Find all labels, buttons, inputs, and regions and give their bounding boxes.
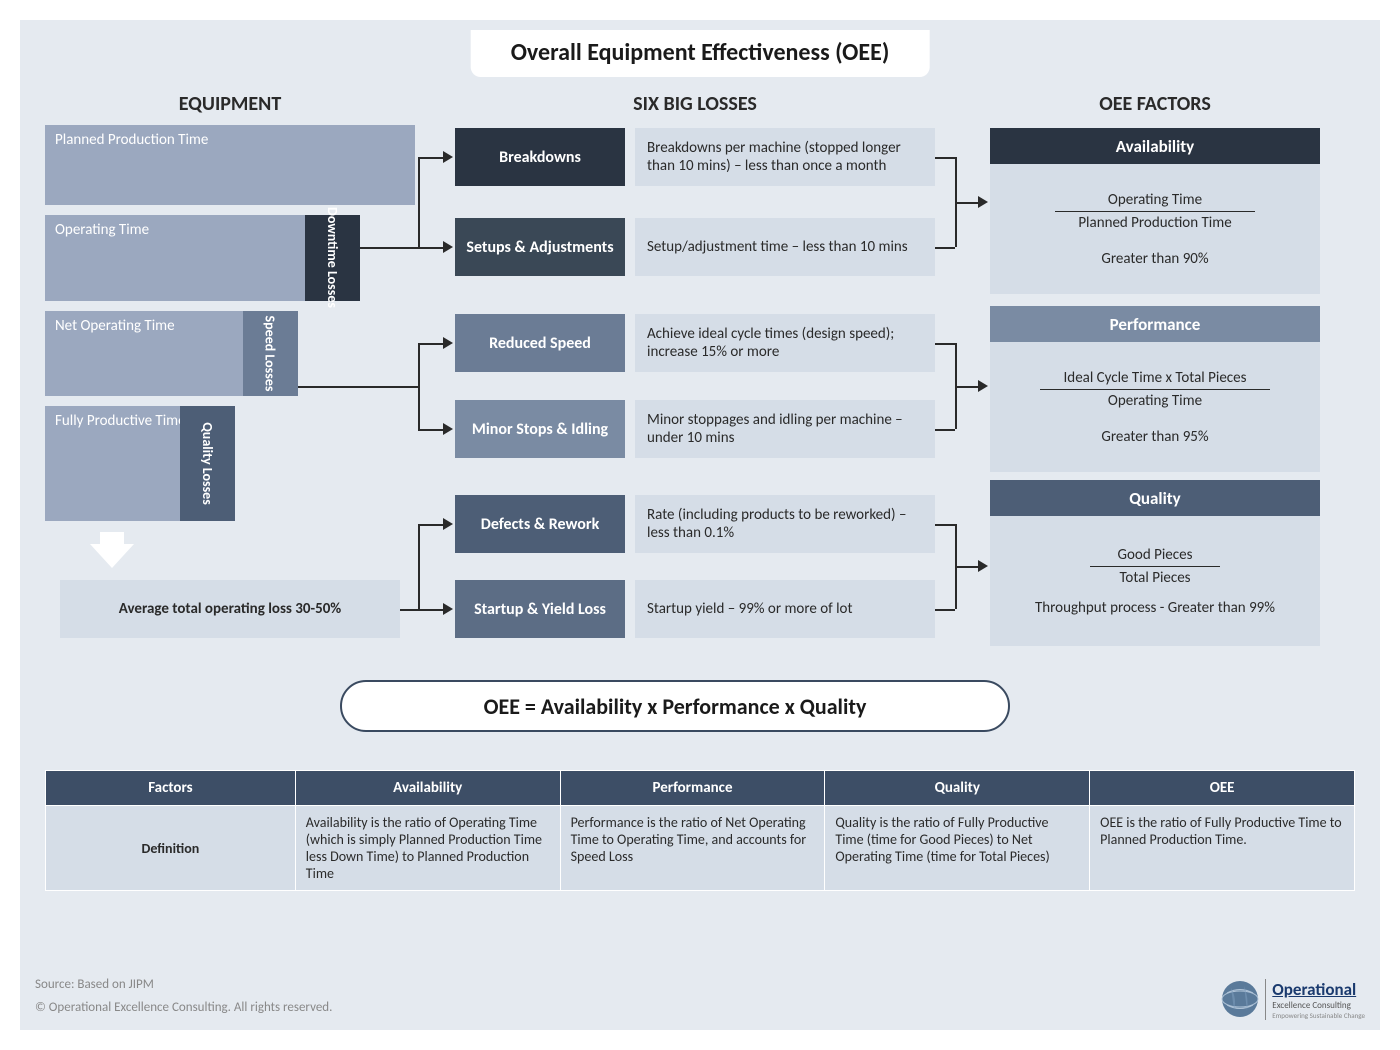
factor-performance-body: Ideal Cycle Time x Total Pieces Operatin… <box>990 342 1320 472</box>
avail-target: Greater than 90% <box>1101 250 1208 268</box>
connector <box>955 566 980 568</box>
loss-startup-desc: Startup yield – 99% or more of lot <box>635 580 935 638</box>
loss-breakdowns: Breakdowns <box>455 128 625 186</box>
loss-startup: Startup & Yield Loss <box>455 580 625 638</box>
loss-minor-stops-desc: Minor stoppages and idling per machine –… <box>635 400 935 458</box>
header-losses: SIX BIG LOSSES <box>455 92 935 116</box>
th-performance: Performance <box>560 771 825 806</box>
td-availability-def: Availability is the ratio of Operating T… <box>295 806 560 891</box>
down-arrow-head-icon <box>90 544 134 568</box>
connector <box>418 343 420 429</box>
qual-target: Throughput process - Greater than 99% <box>1035 599 1275 617</box>
arrow-icon <box>978 380 988 392</box>
th-quality: Quality <box>825 771 1090 806</box>
connector <box>935 157 955 159</box>
loss-defects: Defects & Rework <box>455 495 625 553</box>
td-quality-def: Quality is the ratio of Fully Productive… <box>825 806 1090 891</box>
tag-quality: Quality Losses <box>180 406 235 521</box>
factor-availability-header: Availability <box>990 128 1320 164</box>
divider-line <box>1040 389 1270 390</box>
connector <box>360 247 418 249</box>
loss-setups-desc: Setup/adjustment time – less than 10 min… <box>635 218 935 276</box>
globe-icon <box>1219 978 1261 1020</box>
factor-availability-body: Operating Time Planned Production Time G… <box>990 164 1320 294</box>
connector <box>418 609 445 611</box>
arrow-icon <box>978 560 988 572</box>
avail-denominator: Planned Production Time <box>1078 214 1231 232</box>
avg-loss-box: Average total operating loss 30-50% <box>60 580 400 638</box>
loss-setups: Setups & Adjustments <box>455 218 625 276</box>
connector <box>935 524 955 526</box>
loss-reduced-speed-desc: Achieve ideal cycle times (design speed)… <box>635 314 935 372</box>
connector <box>418 524 445 526</box>
connector <box>418 524 420 609</box>
eq-bar-planned: Planned Production Time <box>45 125 415 205</box>
arrow-icon <box>978 196 988 208</box>
tag-speed: Speed Losses <box>243 311 298 396</box>
arrow-icon <box>443 241 453 253</box>
connector <box>418 247 445 249</box>
connector <box>400 609 418 611</box>
logo-text: Operational <box>1272 979 1365 1000</box>
source-text: Source: Based on JIPM <box>35 977 154 992</box>
loss-minor-stops: Minor Stops & Idling <box>455 400 625 458</box>
th-oee: OEE <box>1090 771 1355 806</box>
loss-breakdowns-desc: Breakdowns per machine (stopped longer t… <box>635 128 935 186</box>
perf-numerator: Ideal Cycle Time x Total Pieces <box>1064 369 1247 387</box>
connector <box>955 386 980 388</box>
header-equipment: EQUIPMENT <box>45 92 415 116</box>
perf-target: Greater than 95% <box>1101 428 1208 446</box>
td-performance-def: Performance is the ratio of Net Operatin… <box>560 806 825 891</box>
connector <box>418 343 445 345</box>
logo: Operational Excellence Consulting Empowe… <box>1219 978 1365 1020</box>
td-oee-def: OEE is the ratio of Fully Productive Tim… <box>1090 806 1355 891</box>
tag-downtime: Downtime Losses <box>305 215 360 301</box>
perf-denominator: Operating Time <box>1108 392 1202 410</box>
logo-tagline: Empowering Sustainable Change <box>1272 1011 1365 1020</box>
arrow-icon <box>443 518 453 530</box>
copyright-text: © Operational Excellence Consulting. All… <box>35 1000 332 1015</box>
table-row: Definition Availability is the ratio of … <box>46 806 1355 891</box>
th-availability: Availability <box>295 771 560 806</box>
td-definition-label: Definition <box>46 806 296 891</box>
loss-defects-desc: Rate (including products to be reworked)… <box>635 495 935 553</box>
th-factors: Factors <box>46 771 296 806</box>
page-title: Overall Equipment Effectiveness (OEE) <box>471 30 930 77</box>
connector <box>418 157 420 247</box>
table-header-row: Factors Availability Performance Quality… <box>46 771 1355 806</box>
factor-performance-header: Performance <box>990 306 1320 342</box>
arrow-icon <box>443 151 453 163</box>
logo-subtitle: Excellence Consulting <box>1272 1000 1365 1011</box>
loss-reduced-speed: Reduced Speed <box>455 314 625 372</box>
avail-numerator: Operating Time <box>1108 191 1202 209</box>
connector <box>298 386 418 388</box>
connector <box>935 247 955 249</box>
connector <box>935 343 955 345</box>
connector <box>955 202 980 204</box>
divider-line <box>1055 211 1255 212</box>
arrow-icon <box>443 603 453 615</box>
arrow-icon <box>443 423 453 435</box>
definition-table: Factors Availability Performance Quality… <box>45 770 1355 891</box>
oee-formula: OEE = Availability x Performance x Quali… <box>340 680 1010 732</box>
qual-numerator: Good Pieces <box>1118 546 1193 564</box>
connector <box>935 429 955 431</box>
qual-denominator: Total Pieces <box>1119 569 1190 587</box>
divider-line <box>1090 566 1220 567</box>
factor-quality-header: Quality <box>990 480 1320 516</box>
arrow-icon <box>443 337 453 349</box>
connector <box>418 429 445 431</box>
connector <box>935 609 955 611</box>
header-factors: OEE FACTORS <box>990 92 1320 116</box>
connector <box>418 157 445 159</box>
factor-quality-body: Good Pieces Total Pieces Throughput proc… <box>990 516 1320 646</box>
